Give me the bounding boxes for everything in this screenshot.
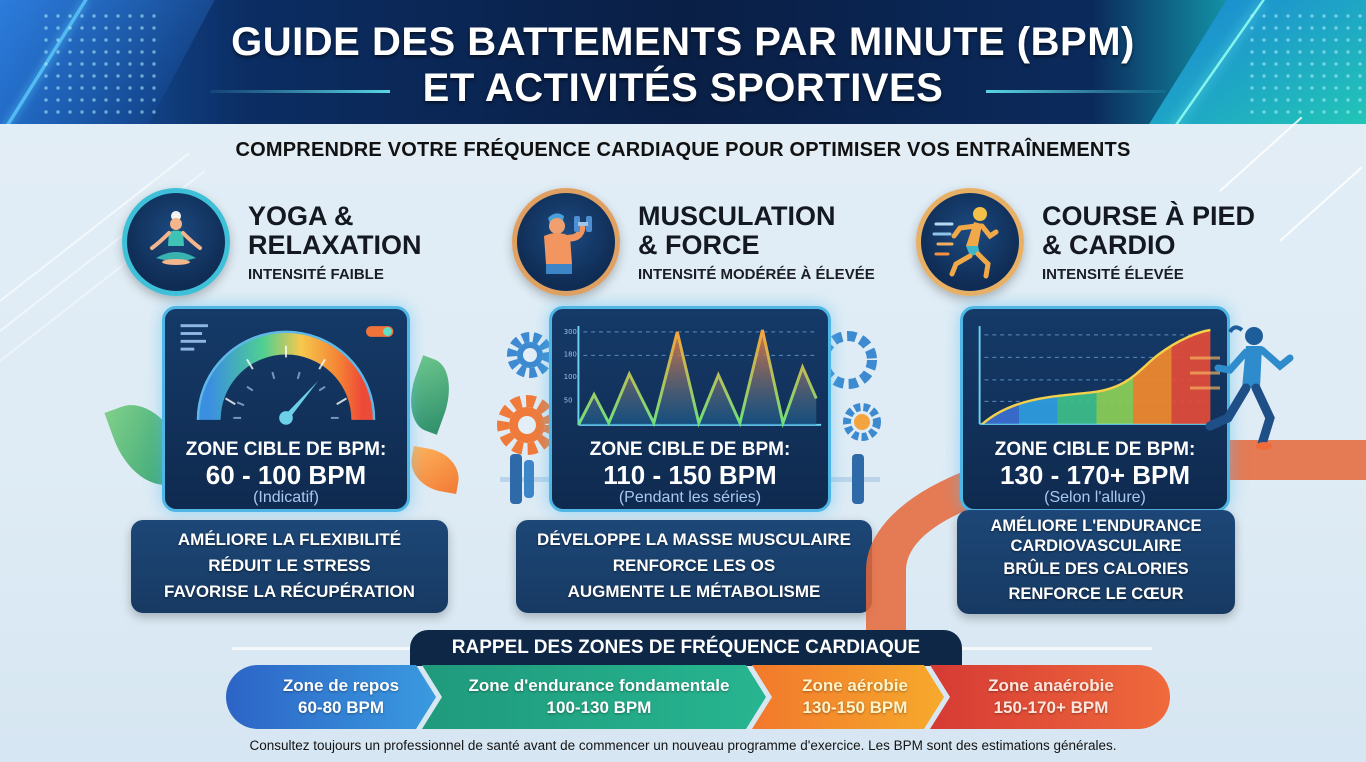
benefit-item: AMÉLIORE L'ENDURANCE: [990, 517, 1202, 535]
benefits-list-course: AMÉLIORE L'ENDURANCE CARDIOVASCULAIRE BR…: [957, 510, 1235, 614]
bpm-panel-musculation: 300 180 100 50 ZONE CIBLE DE BPM: 110 - …: [549, 306, 831, 512]
axis-tick-label: 50: [564, 396, 573, 404]
zone-name: Zone aérobie: [802, 676, 908, 695]
benefit-item: CARDIOVASCULAIRE: [1010, 537, 1182, 555]
zone-endurance: Zone d'endurance fondamentale 100-130 BP…: [438, 665, 760, 729]
yoga-meditation-icon: [122, 188, 230, 296]
zone-anaerobie: Zone anaérobie 150-170+ BPM: [946, 665, 1156, 729]
rising-area-chart: [978, 326, 1211, 425]
zone-range: 100-130 BPM: [546, 698, 652, 717]
benefits-list-musculation: DÉVELOPPE LA MASSE MUSCULAIRE RENFORCE L…: [516, 520, 872, 613]
zone-range: 130-150 BPM: [802, 698, 908, 717]
heart-rate-zones-bar: Zone de repos 60-80 BPM Zone d'endurance…: [226, 665, 1170, 729]
activity-intensity: INTENSITÉ MODÉRÉE À ÉLEVÉE: [638, 265, 875, 283]
zone-name: Zone d'endurance fondamentale: [468, 676, 730, 695]
axis-tick-label: 180: [564, 350, 577, 358]
runner-icon: [916, 188, 1024, 296]
activity-title: YOGA & RELAXATION: [248, 200, 422, 260]
runner-figure-icon: [1190, 325, 1294, 450]
header-banner: GUIDE DES BATTEMENTS PAR MINUTE (BPM) ET…: [0, 0, 1366, 124]
zone-target-label: ZONE CIBLE DE BPM:: [994, 439, 1196, 460]
benefit-item: RÉDUIT LE STRESS: [208, 556, 371, 575]
benefit-item: FAVORISE LA RÉCUPÉRATION: [164, 582, 415, 601]
activity-header-yoga: YOGA & RELAXATION INTENSITÉ FAIBLE: [122, 188, 422, 296]
zone-aerobie: Zone aérobie 130-150 BPM: [766, 665, 944, 729]
zone-range: 60-80 BPM: [298, 698, 384, 717]
interval-line-chart: 300 180 100 50: [564, 326, 822, 429]
zone-target-range: 60 - 100 BPM: [205, 460, 367, 490]
page-title-line-1: GUIDE DES BATTEMENTS PAR MINUTE (BPM): [231, 20, 1135, 64]
benefit-item: BRÛLE DES CALORIES: [1003, 560, 1189, 578]
zones-arrow-shapes: [226, 665, 1170, 729]
activity-intensity: INTENSITÉ ÉLEVÉE: [1042, 265, 1184, 283]
axis-tick-label: 100: [564, 373, 577, 381]
activity-header-course: COURSE À PIED & CARDIO INTENSITÉ ÉLEVÉE: [916, 188, 1255, 296]
title-divider-left: [210, 90, 390, 93]
bpm-panel-yoga: ZONE CIBLE DE BPM: 60 - 100 BPM (Indicat…: [162, 306, 410, 512]
benefit-item: AUGMENTE LE MÉTABOLISME: [567, 582, 821, 601]
page-subtitle: COMPRENDRE VOTRE FRÉQUENCE CARDIAQUE POU…: [235, 139, 1131, 161]
zone-target-label: ZONE CIBLE DE BPM:: [185, 439, 387, 460]
benefit-item: RENFORCE LE CŒUR: [1008, 585, 1184, 603]
zones-divider-right: [962, 647, 1152, 650]
activity-intensity: INTENSITÉ FAIBLE: [248, 265, 384, 283]
activity-title: COURSE À PIED & CARDIO: [1042, 200, 1256, 260]
gear-icon: [843, 403, 881, 441]
gear-icon: [828, 331, 877, 389]
zone-target-note: (Indicatif): [253, 489, 319, 506]
zone-target-label: ZONE CIBLE DE BPM:: [589, 439, 791, 460]
zone-name: Zone de repos: [282, 676, 400, 695]
zone-range: 150-170+ BPM: [993, 698, 1109, 717]
gear-icon: [507, 332, 553, 378]
benefit-item: RENFORCE LES OS: [612, 556, 776, 575]
axis-tick-label: 300: [564, 328, 577, 336]
gauge-chart: [180, 324, 394, 425]
zone-target-note: (Selon l'allure): [1044, 489, 1146, 506]
activity-title: MUSCULATION & FORCE: [638, 200, 836, 260]
decorative-line: [1279, 166, 1363, 242]
activity-header-musculation: MUSCULATION & FORCE INTENSITÉ MODÉRÉE À …: [512, 188, 875, 296]
decorative-dots: [1246, 10, 1366, 120]
benefits-list-yoga: AMÉLIORE LA FLEXIBILITÉ RÉDUIT LE STRESS…: [131, 520, 448, 613]
benefit-item: DÉVELOPPE LA MASSE MUSCULAIRE: [537, 530, 851, 549]
disclaimer-text: Consultez toujours un professionnel de s…: [249, 738, 1117, 753]
leaf-decoration: [406, 445, 464, 495]
decorative-dots: [40, 10, 160, 120]
zones-divider-left: [232, 647, 410, 650]
zone-target-range: 130 - 170+ BPM: [999, 460, 1191, 490]
zone-name: Zone anaérobie: [988, 676, 1114, 695]
zones-section-title: RAPPEL DES ZONES DE FRÉQUENCE CARDIAQUE: [410, 630, 962, 666]
dumbbell-curl-icon: [512, 188, 620, 296]
zone-repos: Zone de repos 60-80 BPM: [246, 665, 436, 729]
bpm-panel-course: ZONE CIBLE DE BPM: 130 - 170+ BPM (Selon…: [960, 306, 1230, 512]
zone-target-range: 110 - 150 BPM: [603, 460, 777, 490]
title-divider-right: [986, 90, 1166, 93]
page-title-line-2: ET ACTIVITÉS SPORTIVES: [422, 66, 944, 110]
zone-target-note: (Pendant les séries): [618, 489, 762, 506]
benefit-item: AMÉLIORE LA FLEXIBILITÉ: [177, 530, 402, 549]
